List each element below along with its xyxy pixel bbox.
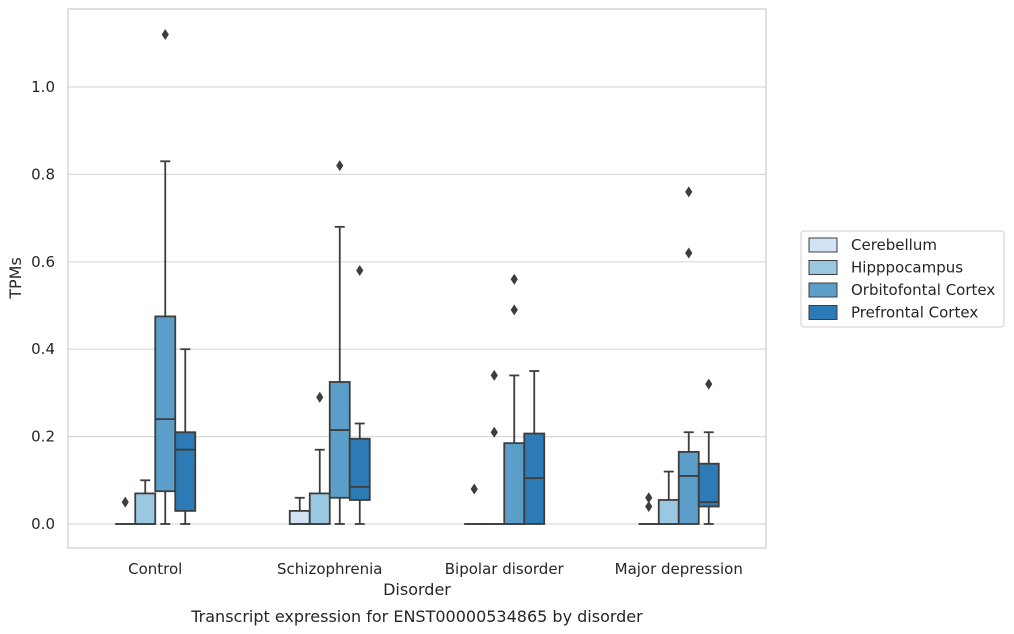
y-axis-label: TPMs — [6, 257, 25, 300]
outlier-point — [510, 304, 518, 316]
category-group — [115, 29, 197, 525]
figure-caption: Transcript expression for ENST0000053486… — [190, 607, 643, 626]
y-tick-label: 0.8 — [31, 165, 55, 183]
box — [134, 479, 157, 525]
box — [484, 369, 505, 525]
legend-label: Prefrontal Cortex — [851, 304, 978, 322]
y-tick-label: 0.4 — [31, 340, 55, 358]
x-axis-label: Disorder — [383, 580, 451, 599]
legend-item: Prefrontal Cortex — [808, 304, 978, 322]
legend-swatch — [808, 237, 838, 253]
outlier-point — [316, 391, 324, 403]
box-groups — [115, 29, 720, 525]
box-body — [697, 462, 720, 508]
box-body — [288, 509, 311, 525]
box — [348, 265, 371, 525]
outlier-point — [685, 247, 693, 259]
box-body — [657, 499, 680, 525]
outlier-point — [510, 273, 518, 285]
legend: Cerebellum Hipppocampus Orbitofontal Corte… — [800, 230, 1005, 328]
category-group — [288, 160, 371, 525]
x-tick-label: Bipolar disorder — [445, 560, 565, 578]
outlier-point — [490, 426, 498, 438]
box — [523, 370, 546, 525]
box-body — [308, 492, 331, 525]
legend-swatch — [808, 260, 838, 275]
box-body — [174, 431, 197, 512]
outlier-point — [336, 160, 344, 172]
box — [697, 378, 720, 525]
box — [308, 391, 331, 525]
box-body — [677, 450, 700, 525]
box-body — [503, 442, 526, 525]
legend-swatch — [808, 305, 838, 320]
box-body — [154, 315, 177, 493]
x-tick-label: Schizophrenia — [277, 560, 382, 578]
legend-label: Cerebellum — [851, 236, 937, 254]
outlier-point — [121, 496, 129, 508]
box — [115, 496, 136, 525]
outlier-point — [490, 369, 498, 381]
box-body — [328, 381, 351, 499]
box — [464, 483, 485, 525]
box-body — [134, 492, 157, 525]
legend-item: Hipppocampus — [808, 259, 963, 277]
outlier-point — [161, 29, 169, 41]
y-tick-label: 1.0 — [31, 78, 55, 96]
outlier-point — [705, 378, 713, 390]
y-tick-label: 0.0 — [31, 515, 55, 533]
category-group — [464, 273, 546, 525]
y-tick-label: 0.6 — [31, 253, 55, 271]
outlier-point — [645, 492, 653, 504]
legend-swatch — [808, 282, 838, 298]
outlier-point — [356, 265, 364, 277]
box — [503, 273, 526, 525]
outlier-point — [685, 186, 693, 198]
outlier-point — [645, 501, 653, 513]
box — [638, 492, 659, 525]
x-tick-label: Control — [128, 560, 182, 578]
y-tick-labels: 0.0 0.2 0.4 0.6 0.8 1.0 — [31, 78, 55, 533]
box — [154, 29, 177, 525]
y-tick-label: 0.2 — [31, 428, 55, 446]
legend-frame — [800, 230, 1005, 328]
x-tick-label: Major depression — [615, 560, 743, 578]
box — [174, 348, 197, 525]
category-group — [638, 186, 720, 525]
legend-label: Hipppocampus — [851, 259, 963, 277]
box-body — [348, 437, 371, 501]
legend-item: Orbitofontal Cortex — [808, 281, 995, 299]
plot-frame — [67, 8, 767, 549]
outlier-point — [470, 483, 478, 495]
x-tick-labels: Control Schizophrenia Bipolar disorder Majo… — [128, 560, 743, 578]
legend-label: Orbitofontal Cortex — [851, 281, 995, 299]
legend-item: Cerebellum — [808, 236, 937, 254]
box — [677, 186, 700, 525]
